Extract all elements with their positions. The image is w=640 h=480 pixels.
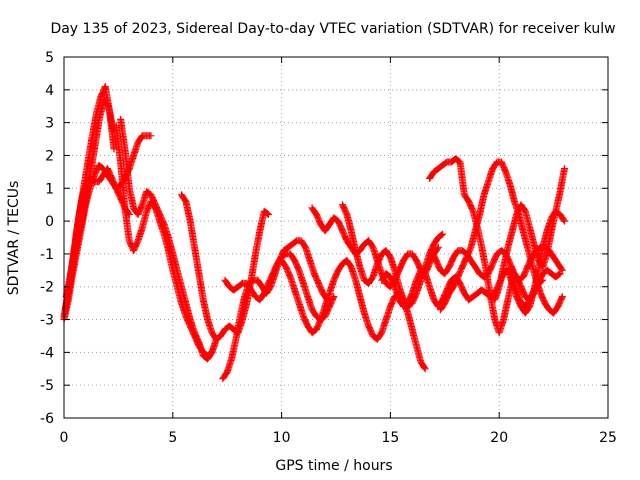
x-tick-label: 0 <box>60 430 69 446</box>
data-point-markers <box>491 165 568 304</box>
y-tick-label: -4 <box>40 345 54 361</box>
data-series-arc4 <box>61 96 117 314</box>
y-axis-label: SDTVAR / TECUs <box>6 181 22 296</box>
y-tick-label: -3 <box>40 313 54 329</box>
y-tick-label: -2 <box>40 280 54 296</box>
y-tick-label: 1 <box>45 181 54 197</box>
data-point-markers <box>436 158 566 317</box>
y-tick-label: 3 <box>45 116 54 132</box>
data-series-arc17 <box>491 165 568 304</box>
y-tick-label: -5 <box>40 378 54 394</box>
y-tick-label: -1 <box>40 247 54 263</box>
data-marks <box>60 83 568 383</box>
y-tick-label: 4 <box>45 83 54 99</box>
y-tick-label: 2 <box>45 148 54 164</box>
data-point-markers <box>61 96 117 314</box>
x-tick-label: 10 <box>273 430 291 446</box>
data-series-arc6 <box>117 115 216 363</box>
data-point-markers <box>504 207 568 317</box>
axis-ticks <box>63 56 609 419</box>
chart-title: Day 135 of 2023, Sidereal Day-to-day VTE… <box>50 21 615 37</box>
x-tick-label: 25 <box>599 430 617 446</box>
y-tick-label: 5 <box>45 50 54 66</box>
y-tick-labels: -6 -5 -4 -3 -2 -1 0 1 2 3 4 5 <box>40 50 54 427</box>
x-tick-label: 20 <box>490 430 508 446</box>
x-axis-label: GPS time / hours <box>275 458 392 474</box>
plot-frame <box>63 56 609 419</box>
x-tick-label: 5 <box>168 430 177 446</box>
data-series-arc18 <box>504 207 568 317</box>
data-series-arc16 <box>436 158 566 317</box>
x-tick-label: 15 <box>381 430 399 446</box>
data-point-markers <box>117 115 216 363</box>
y-tick-label: -6 <box>40 411 54 427</box>
x-tick-labels: 0 5 10 15 20 25 <box>60 430 617 446</box>
y-tick-label: 0 <box>45 214 54 230</box>
